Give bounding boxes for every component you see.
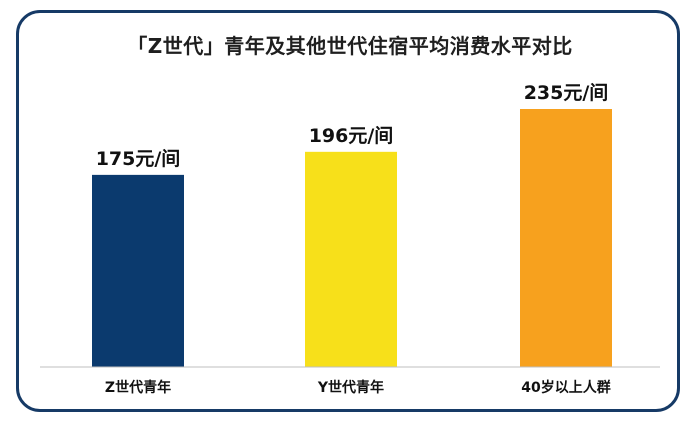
data-label-2: 196元/间 xyxy=(309,125,394,147)
category-label-1: Z世代青年 xyxy=(105,379,171,396)
bars-layer xyxy=(92,109,612,367)
bar-3 xyxy=(520,109,612,367)
chart-title: 「Z世代」青年及其他世代住宿平均消费水平对比 xyxy=(127,34,573,58)
category-label-2: Y世代青年 xyxy=(317,379,384,396)
bar-2 xyxy=(305,151,397,367)
bar-1 xyxy=(92,174,184,367)
data-label-1: 175元/间 xyxy=(96,148,181,170)
labels-layer: 175元/间 Z世代青年 196元/间 Y世代青年 235元/间 40岁以上人群 xyxy=(96,82,611,396)
data-label-3: 235元/间 xyxy=(524,82,609,104)
category-label-3: 40岁以上人群 xyxy=(521,379,610,396)
